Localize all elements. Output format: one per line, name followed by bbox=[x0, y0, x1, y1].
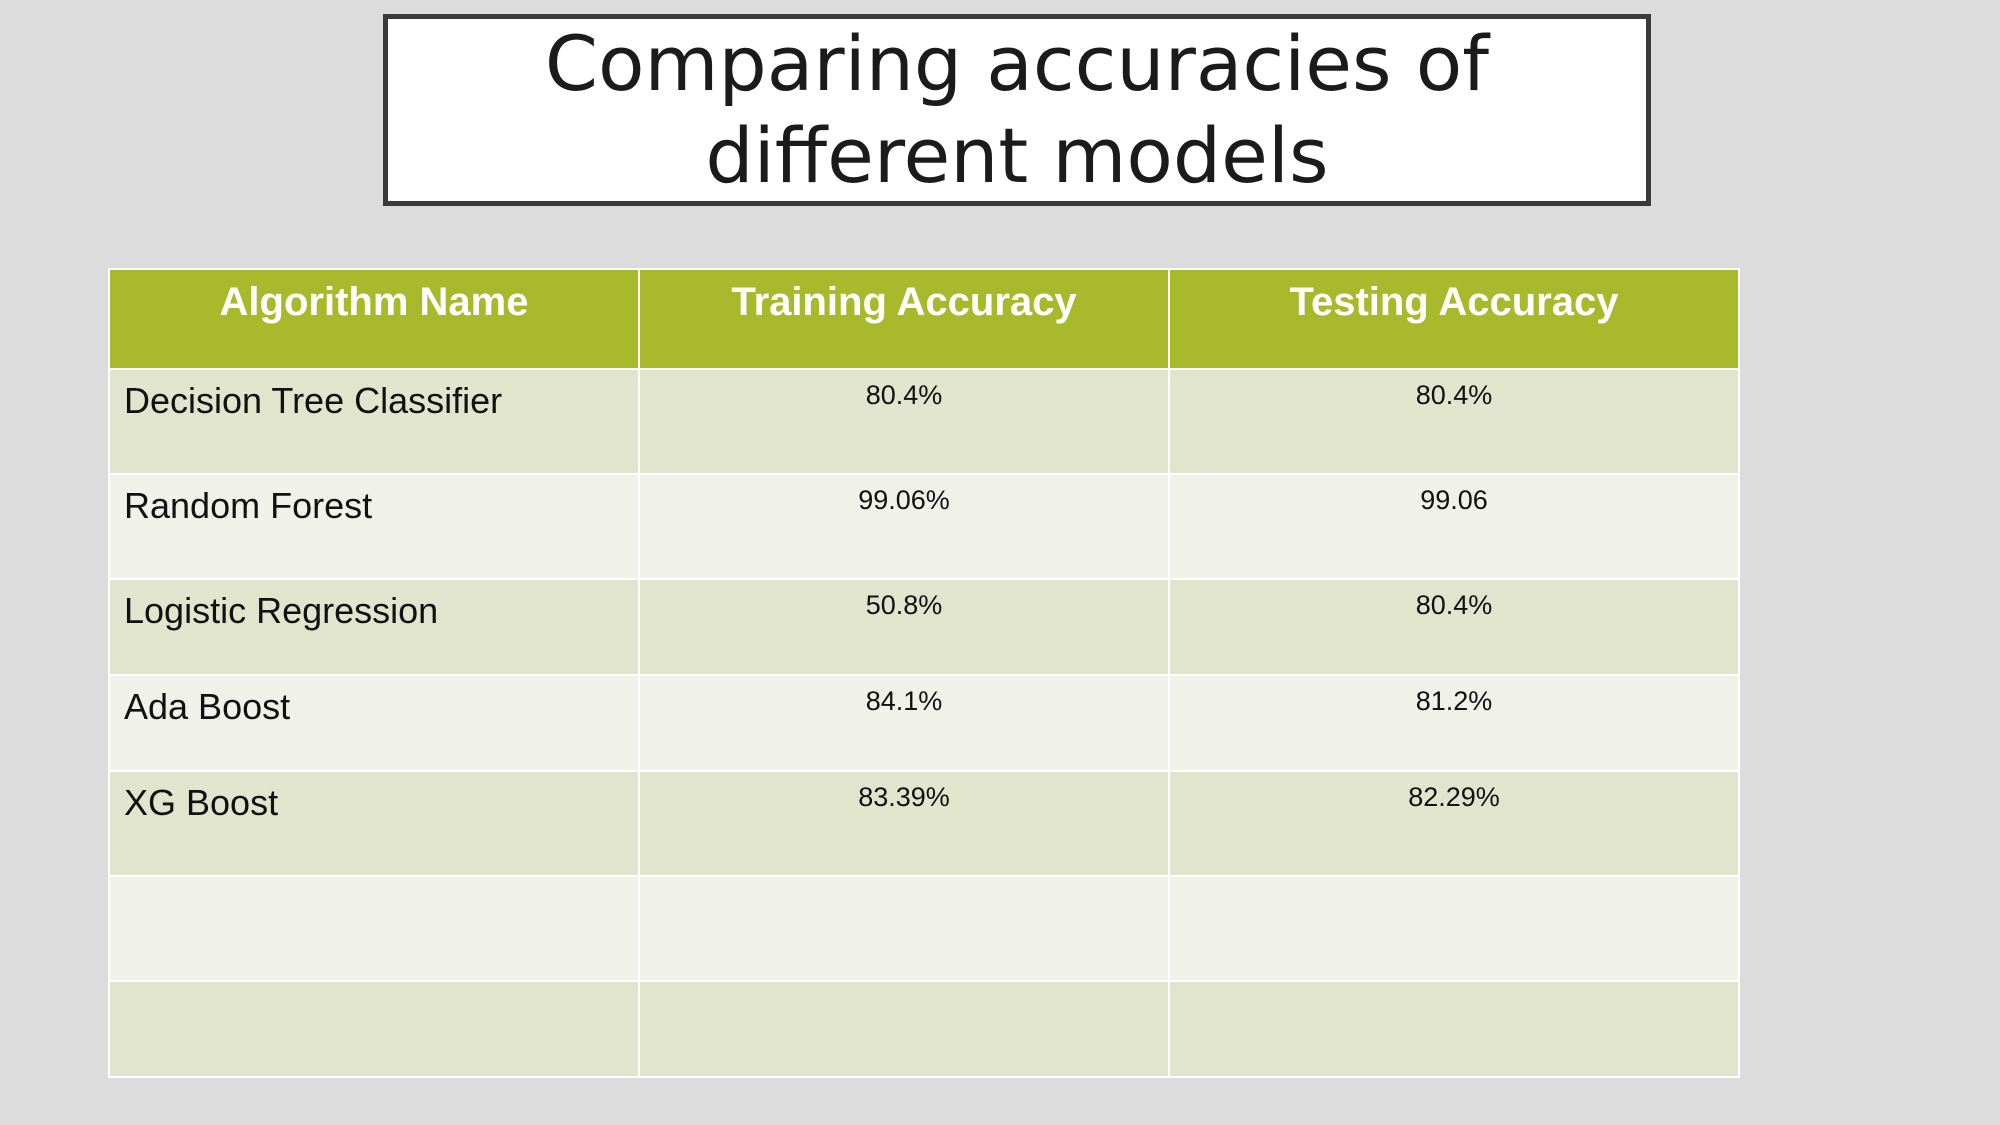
table-row-empty bbox=[108, 980, 1740, 1078]
training-accuracy-cell bbox=[638, 875, 1170, 982]
algorithm-name-cell: Logistic Regression bbox=[108, 578, 640, 676]
table-row-empty bbox=[108, 875, 1740, 982]
table-header-row: Algorithm Name Training Accuracy Testing… bbox=[108, 268, 1740, 370]
table-row: Logistic Regression 50.8% 80.4% bbox=[108, 578, 1740, 676]
testing-accuracy-cell: 82.29% bbox=[1168, 770, 1740, 877]
algorithm-name-cell bbox=[108, 875, 640, 982]
testing-accuracy-cell bbox=[1168, 980, 1740, 1078]
training-accuracy-cell: 80.4% bbox=[638, 368, 1170, 475]
header-training-accuracy: Training Accuracy bbox=[638, 268, 1170, 370]
training-accuracy-cell bbox=[638, 980, 1170, 1078]
testing-accuracy-cell: 81.2% bbox=[1168, 674, 1740, 772]
testing-accuracy-cell bbox=[1168, 875, 1740, 982]
accuracy-table: Algorithm Name Training Accuracy Testing… bbox=[108, 268, 1740, 1078]
algorithm-name-cell: XG Boost bbox=[108, 770, 640, 877]
algorithm-name-cell: Ada Boost bbox=[108, 674, 640, 772]
table-row: Random Forest 99.06% 99.06 bbox=[108, 473, 1740, 580]
training-accuracy-cell: 50.8% bbox=[638, 578, 1170, 676]
algorithm-name-cell bbox=[108, 980, 640, 1078]
testing-accuracy-cell: 80.4% bbox=[1168, 368, 1740, 475]
algorithm-name-cell: Random Forest bbox=[108, 473, 640, 580]
table-row: Ada Boost 84.1% 81.2% bbox=[108, 674, 1740, 772]
table-row: XG Boost 83.39% 82.29% bbox=[108, 770, 1740, 877]
header-algorithm-name: Algorithm Name bbox=[108, 268, 640, 370]
table-row: Decision Tree Classifier 80.4% 80.4% bbox=[108, 368, 1740, 475]
slide-title-box: Comparing accuracies of different models bbox=[383, 14, 1651, 206]
slide-title: Comparing accuracies of different models bbox=[544, 19, 1490, 200]
accuracy-table-container: Algorithm Name Training Accuracy Testing… bbox=[108, 268, 1740, 1078]
training-accuracy-cell: 84.1% bbox=[638, 674, 1170, 772]
testing-accuracy-cell: 80.4% bbox=[1168, 578, 1740, 676]
algorithm-name-cell: Decision Tree Classifier bbox=[108, 368, 640, 475]
header-testing-accuracy: Testing Accuracy bbox=[1168, 268, 1740, 370]
training-accuracy-cell: 83.39% bbox=[638, 770, 1170, 877]
training-accuracy-cell: 99.06% bbox=[638, 473, 1170, 580]
testing-accuracy-cell: 99.06 bbox=[1168, 473, 1740, 580]
